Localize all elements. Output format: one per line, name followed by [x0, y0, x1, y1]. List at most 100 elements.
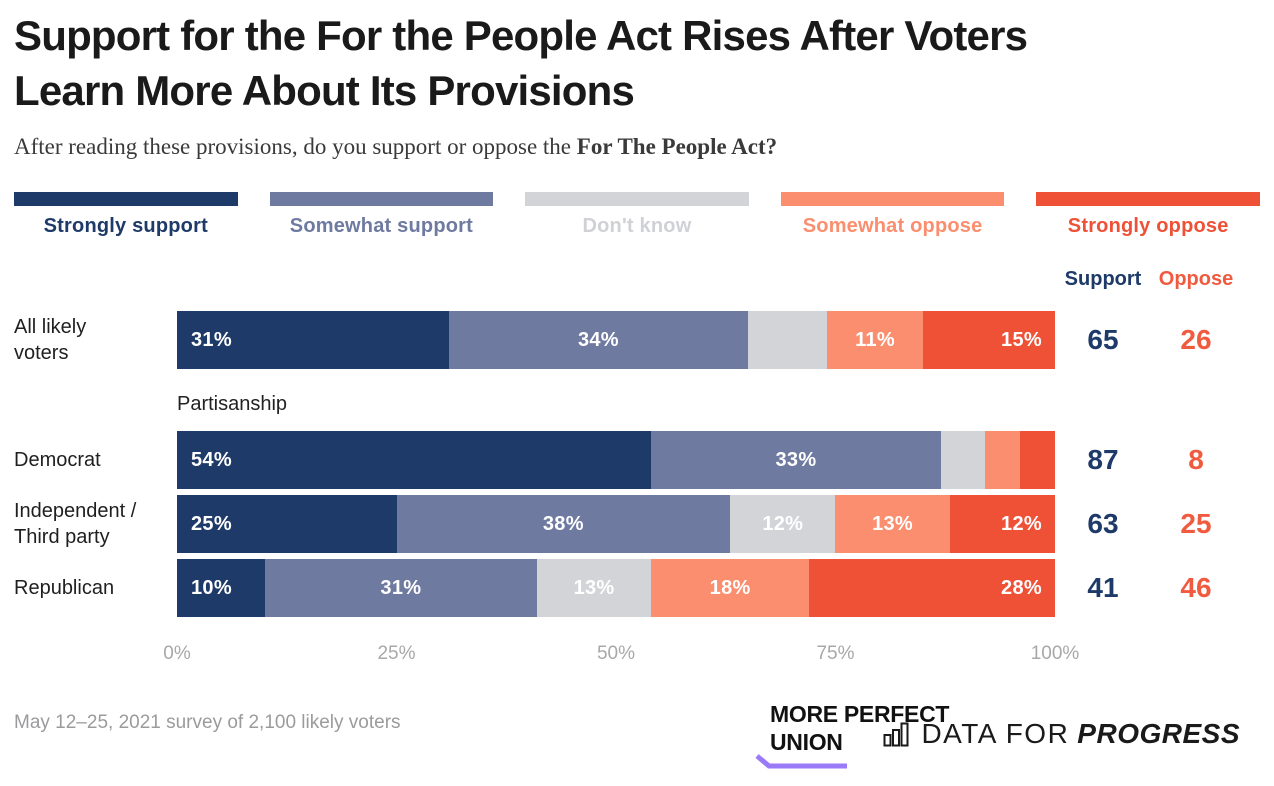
row-label: Democrat [14, 447, 177, 473]
segment-value-label: 31% [380, 576, 422, 599]
bar-track: 54% 33% [177, 431, 1055, 489]
segment-value-label: 34% [577, 328, 619, 351]
bar-segment-strongly-oppose: 15% [923, 311, 1055, 369]
segment-value-label: 18% [709, 576, 751, 599]
data-for-progress-logo: DATA FOR PROGRESS [883, 718, 1240, 750]
more-perfect-union-logo: MORE PERFECT UNION [755, 700, 950, 769]
survey-note: May 12–25, 2021 survey of 2,100 likely v… [14, 712, 401, 733]
support-value: 41 [1087, 572, 1119, 603]
oppose-value: 25 [1180, 508, 1212, 539]
chart-row-republican: Republican 10% 31% 13% 18% 28% 41 46 [14, 559, 1260, 617]
oppose-column-header: Oppose [1158, 268, 1234, 290]
chart-title-line2: Learn More About Its Provisions [14, 67, 635, 114]
bar-segment-strongly-support: 54% [177, 431, 652, 489]
bar-segment-somewhat-support: 34% [449, 311, 748, 369]
legend-item-somewhat-support: Somewhat support [269, 192, 494, 238]
segment-value-label: 11% [855, 328, 895, 351]
bar-chart-icon [883, 722, 909, 746]
bar-segment-somewhat-oppose: 11% [826, 311, 924, 369]
group-row: Partisanship [14, 393, 1260, 417]
chart-subtitle-bold: For The People Act? [576, 134, 778, 159]
row-label-line: All likely [14, 316, 87, 338]
segment-value-label: 33% [775, 448, 817, 471]
legend-swatch-somewhat-support [269, 192, 494, 206]
legend-item-don-t-know: Don't know [525, 192, 749, 238]
legend-swatch-don-t-know [525, 192, 749, 206]
legend: Strongly support Somewhat support Don't kn… [14, 192, 1260, 238]
chart-subtitle-text: After reading these provisions, do you s… [14, 134, 577, 159]
bar-segment-strongly-oppose [1019, 431, 1055, 489]
bar-segment-somewhat-support: 33% [651, 431, 941, 489]
row-label-line: voters [14, 342, 69, 364]
segment-value-label: 54% [191, 448, 232, 471]
group-row-spacer [14, 393, 177, 417]
x-axis-spacer [14, 643, 177, 667]
chart-row-independent-third-party: Independent / Third party 25% 38% 12% 13% 12% 6… [14, 495, 1260, 553]
legend-label: Strongly support [43, 215, 208, 237]
row-label: Republican [14, 575, 177, 601]
support-oppose-header: Support Oppose [14, 268, 1260, 293]
segment-value-label: 13% [872, 512, 914, 535]
bar-segment-don-t-know: 12% [730, 495, 836, 553]
bar-segment-strongly-support: 31% [177, 311, 450, 369]
segment-value-label: 12% [762, 512, 804, 535]
chart-title-line1: Support for the For the People Act Rises… [14, 12, 1028, 59]
x-tick: 25% [377, 643, 416, 664]
chart-row-democrat: Democrat 54% 33% 87 8 [14, 431, 1260, 489]
underline-swoosh-icon [755, 754, 847, 769]
bar-segment-strongly-oppose: 28% [809, 559, 1055, 617]
bar-segment-somewhat-oppose: 13% [835, 495, 950, 553]
bar-segment-don-t-know: 13% [536, 559, 652, 617]
row-label: All likely voters [14, 314, 177, 366]
column-header-spacer [14, 268, 1055, 293]
group-label-partisanship: Partisanship [177, 393, 288, 415]
mpu-logo-line2: UNION [770, 729, 843, 755]
oppose-value: 8 [1188, 444, 1204, 475]
legend-label: Don't know [582, 215, 692, 237]
row-label-line: Third party [14, 526, 110, 548]
row-label: Independent / Third party [14, 498, 177, 550]
bar-track: 10% 31% 13% 18% 28% [177, 559, 1055, 617]
bar-segment-don-t-know [940, 431, 985, 489]
bar-segment-strongly-oppose: 12% [949, 495, 1055, 553]
bar-segment-somewhat-support: 38% [396, 495, 731, 553]
bar-segment-don-t-know [747, 311, 827, 369]
legend-item-somewhat-oppose: Somewhat oppose [780, 192, 1005, 238]
bar-segment-somewhat-oppose: 18% [651, 559, 810, 617]
x-axis-track: 0% 25% 50% 75% 100% [163, 643, 1079, 667]
x-axis: 0% 25% 50% 75% 100% [14, 643, 1260, 667]
row-label-line: Democrat [14, 449, 101, 471]
segment-value-label: 12% [1001, 512, 1042, 535]
x-tick: 75% [816, 643, 855, 664]
oppose-value: 46 [1180, 572, 1212, 603]
segment-value-label: 38% [542, 512, 584, 535]
bar-segment-strongly-support: 25% [177, 495, 397, 553]
legend-item-strongly-oppose: Strongly oppose [1036, 192, 1260, 238]
chart-title: Support for the For the People Act Rises… [14, 8, 1260, 118]
bar-segment-somewhat-oppose [984, 431, 1020, 489]
segment-value-label: 15% [1001, 328, 1042, 351]
row-all-likely-voters-container: All likely voters 31% 34% 11% 15% 65 26 [14, 311, 1260, 369]
legend-item-strongly-support: Strongly support [14, 192, 238, 238]
segment-value-label: 10% [191, 576, 232, 599]
x-tick: 50% [596, 643, 636, 664]
mpu-logo-line1: MORE PERFECT [770, 701, 950, 727]
rows-partisanship-container: Democrat 54% 33% 87 8 Independent / Third part… [14, 431, 1260, 617]
legend-label: Somewhat support [289, 215, 473, 237]
row-label-line: Independent / [14, 500, 137, 522]
x-tick: 0% [163, 643, 191, 664]
support-value: 63 [1087, 508, 1119, 539]
legend-label: Somewhat oppose [802, 215, 983, 237]
dfp-logo-bold: PROGRESS [1077, 718, 1240, 749]
bar-track: 25% 38% 12% 13% 12% [177, 495, 1055, 553]
oppose-value: 26 [1180, 324, 1212, 355]
legend-swatch-strongly-oppose [1036, 192, 1260, 206]
legend-swatch-strongly-support [14, 192, 238, 206]
row-label-line: Republican [14, 577, 115, 599]
bar-segment-strongly-support: 10% [177, 559, 265, 617]
chart-row-all-likely-voters: All likely voters 31% 34% 11% 15% 65 26 [14, 311, 1260, 369]
support-value: 65 [1087, 324, 1119, 355]
dfp-logo-prefix: DATA FOR [921, 718, 1070, 749]
chart-subtitle: After reading these provisions, do you s… [14, 132, 1260, 162]
